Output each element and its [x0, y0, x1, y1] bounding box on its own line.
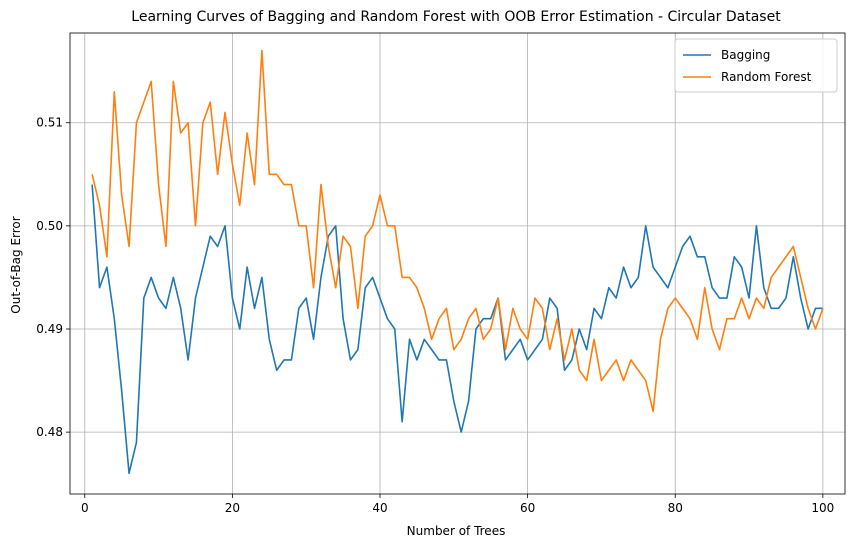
x-tick-label: 80	[668, 501, 683, 515]
x-axis-label: Number of Trees	[407, 524, 506, 538]
x-tick-label: 0	[81, 501, 89, 515]
series-line-bagging	[91, 184, 823, 475]
plot-frame	[69, 32, 846, 495]
y-tick-label: 0.50	[36, 219, 63, 233]
legend-box	[674, 38, 838, 93]
y-tick-label: 0.51	[36, 116, 63, 130]
x-tick-label: 60	[520, 501, 535, 515]
legend-label-bagging: Bagging	[721, 48, 770, 62]
ticks: 0 20 40 60 80 100 0.48 0.49 0.50 0.51	[36, 116, 834, 515]
legend-label-random-forest: Random Forest	[721, 70, 812, 84]
y-tick-label: 0.49	[36, 322, 63, 336]
x-tick-label: 100	[811, 501, 834, 515]
y-axis-label: Out-of-Bag Error	[9, 216, 23, 313]
y-tick-label: 0.48	[36, 425, 63, 439]
legend: Bagging Random Forest	[674, 38, 838, 93]
series-line-random-forest	[91, 49, 824, 413]
x-tick-label: 20	[225, 501, 240, 515]
chart-title: Learning Curves of Bagging and Random Fo…	[131, 9, 781, 25]
grid	[70, 33, 845, 494]
x-tick-label: 40	[372, 501, 387, 515]
series-layer	[91, 49, 824, 475]
